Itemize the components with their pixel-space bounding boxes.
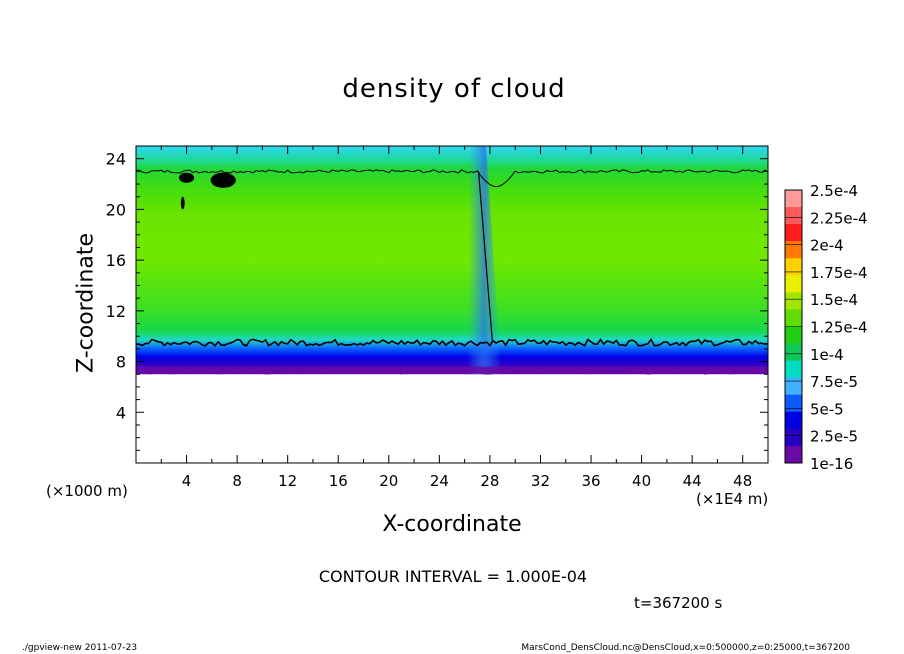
footer-right: MarsCond_DensCloud.nc@DensCloud,x=0:5000… [521, 643, 850, 653]
colorbar-swatch [785, 207, 802, 225]
x-tick-label: 40 [632, 472, 651, 490]
y-tick-label: 24 [106, 150, 126, 169]
colorbar-swatch [785, 428, 802, 447]
colorbar-swatch [785, 224, 802, 242]
x-tick-label: 12 [278, 472, 297, 490]
colorbar-swatch [785, 309, 802, 327]
x-axis-unit-left: (×1000 m) [46, 482, 128, 500]
y-axis-ticks: 4 8 12 16 20 24 [106, 150, 768, 451]
colorbar-label: 1e-4 [810, 346, 844, 364]
colorbar-label: 2.5e-4 [810, 182, 858, 200]
cloud-layer [136, 146, 768, 375]
x-axis-ticks: 4 8 12 16 20 24 28 32 36 40 44 48 [160, 146, 752, 490]
colorbar-swatch [785, 241, 802, 259]
colorbar-label: 5e-5 [810, 400, 844, 418]
colorbar-label: 2e-4 [810, 237, 844, 255]
x-tick-label: 8 [232, 472, 242, 490]
colorbar-label: 1.75e-4 [810, 264, 868, 282]
colorbar-swatch [785, 411, 802, 430]
colorbar-swatch [785, 190, 802, 208]
contour-lines [135, 169, 769, 347]
colorbar-swatch [785, 445, 802, 464]
colorbar-swatch [785, 343, 802, 362]
x-tick-label: 20 [379, 472, 398, 490]
colorbar: 2.5e-4 2.25e-4 2e-4 1.75e-4 1.5e-4 1.25e-4 1e-… [784, 182, 868, 473]
y-tick-label: 16 [106, 251, 126, 270]
colorbar-label: 1e-16 [810, 455, 853, 473]
colorbar-swatch [785, 377, 802, 396]
contour-interval-label: CONTOUR INTERVAL = 1.000E-04 [318, 567, 588, 586]
y-tick-label: 12 [106, 302, 126, 321]
dark-patch-2 [178, 172, 195, 183]
cloud-base [136, 366, 768, 375]
x-tick-label: 48 [733, 472, 752, 490]
x-tick-label: 16 [329, 472, 348, 490]
colorbar-swatch [785, 360, 802, 379]
plot-border [135, 145, 769, 464]
contour-line-column [477, 171, 494, 343]
colorbar-swatch [785, 326, 802, 345]
x-axis-label: X-coordinate [382, 512, 522, 537]
colorbar-label: 7.5e-5 [810, 373, 858, 391]
colorbar-label: 1.25e-4 [810, 319, 868, 337]
colorbar-label: 2.5e-5 [810, 428, 858, 446]
footer-left: ./gpview-new 2011-07-23 [22, 643, 138, 653]
y-tick-label: 8 [116, 353, 126, 372]
colorbar-swatch [785, 292, 802, 310]
chart-title: density of cloud [342, 74, 566, 104]
x-tick-label: 24 [430, 472, 449, 490]
colorbar-label: 2.25e-4 [810, 209, 868, 227]
colorbar-swatch [785, 258, 802, 276]
dark-patch-3 [180, 196, 185, 210]
y-tick-label: 4 [116, 403, 126, 422]
time-label: t=367200 s [634, 594, 723, 612]
x-tick-label: 44 [683, 472, 702, 490]
x-tick-label: 28 [480, 472, 499, 490]
x-tick-label: 36 [581, 472, 600, 490]
plot-frame [135, 145, 769, 464]
colorbar-swatch [785, 394, 802, 413]
x-tick-label: 4 [182, 472, 192, 490]
contour-line-2 [135, 337, 769, 347]
y-tick-label: 20 [106, 200, 126, 219]
cloud-column [467, 146, 502, 375]
x-tick-label: 32 [531, 472, 550, 490]
x-axis-unit-right: (×1E4 m) [696, 490, 769, 508]
colorbar-swatch [785, 275, 802, 293]
dark-patch-1 [210, 172, 236, 188]
density-field [136, 146, 768, 375]
contour-line-1 [135, 169, 769, 188]
colorbar-label: 1.5e-4 [810, 291, 858, 309]
